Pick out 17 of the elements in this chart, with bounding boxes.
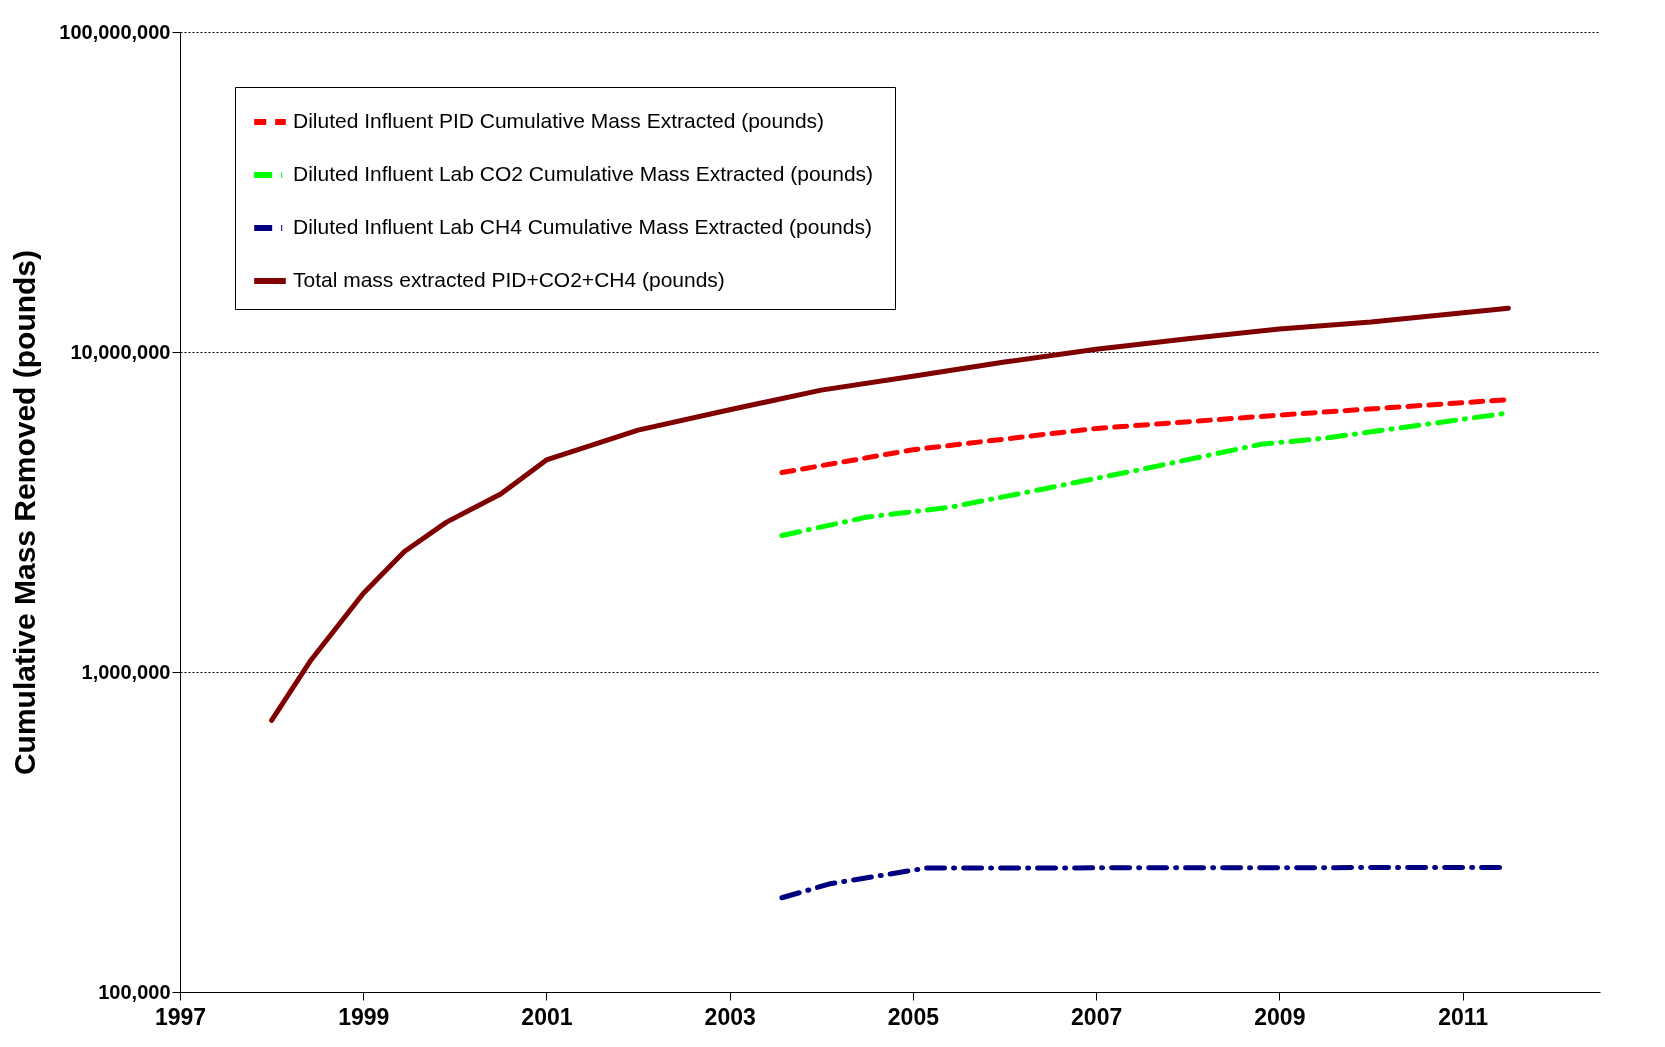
legend-label: Diluted Influent PID Cumulative Mass Extracted (pounds) [293,109,825,132]
legend-label: Total mass extracted PID+CO2+CH4 (pounds) [293,268,725,291]
y-axis-title: Cumulative Mass Removed (pounds) [8,249,42,776]
legend-label: Diluted Influent Lab CO2 Cumulative Mass Extracted (pounds) [293,162,874,185]
x-tick-label: 2003 [704,1003,756,1030]
y-tick-label: 10,000,000 [70,340,171,363]
y-tick-label: 100,000 [98,980,171,1003]
x-tick-label: 2005 [887,1003,940,1030]
y-tick-label: 100,000,000 [59,20,171,43]
x-tick-label: 2009 [1254,1003,1306,1030]
x-tick-label: 2001 [521,1003,573,1030]
legend-label: Diluted Influent Lab CH4 Cumulative Mass Extracted (pounds) [293,215,872,238]
y-tick-label: 1,000,000 [81,660,171,683]
x-tick-label: 2011 [1438,1003,1489,1030]
x-tick-label: 1997 [154,1003,207,1030]
x-tick-label: 1999 [338,1003,390,1030]
x-tick-label: 2007 [1071,1003,1123,1030]
